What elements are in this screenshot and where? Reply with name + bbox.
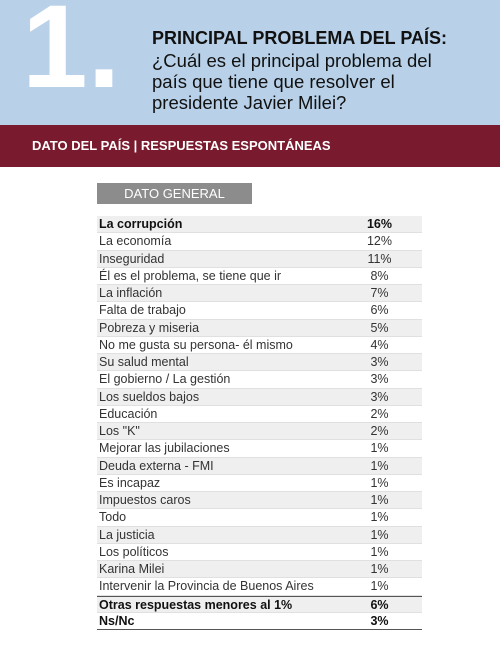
title: PRINCIPAL PROBLEMA DEL PAÍS: <box>152 28 448 48</box>
percentage: 6% <box>370 303 389 318</box>
table-label: DATO GENERAL <box>97 183 252 204</box>
table-row: La economía 12% <box>97 233 422 251</box>
answer: Los políticos <box>99 544 169 559</box>
table-row: Mejorar las jubilaciones 1% <box>97 440 422 458</box>
percentage: 5% <box>370 320 389 335</box>
table-row: Educación 2% <box>97 406 422 423</box>
answer: Falta de trabajo <box>99 303 186 318</box>
table-row: Los sueldos bajos 3% <box>97 388 422 406</box>
percentage: 1% <box>370 562 389 576</box>
table-row: Los "K" 2% <box>97 423 422 441</box>
table-row: Es incapaz 1% <box>97 475 422 492</box>
table-row: Él es el problema, se tiene que ir 8% <box>97 268 422 285</box>
answer: La economía <box>99 234 172 249</box>
table-row: Otras respuestas menores al 1% 6% <box>97 595 422 613</box>
question: ¿Cuál es el principal problema del país … <box>152 50 432 113</box>
answer: Él es el problema, se tiene que ir <box>99 268 282 283</box>
answer: Ns/Nc <box>99 613 135 628</box>
answer: La inflación <box>99 286 163 300</box>
answer: Deuda externa - FMI <box>99 458 214 473</box>
answer: Su salud mental <box>99 355 189 369</box>
percentage: 1% <box>370 510 389 525</box>
percentage: 3% <box>370 389 389 404</box>
answer: Es incapaz <box>99 475 161 490</box>
table-row: Los políticos 1% <box>97 544 422 561</box>
percentage: 2% <box>370 406 389 421</box>
answer: El gobierno / La gestión <box>99 372 231 387</box>
answer: Educación <box>99 406 158 421</box>
percentage: 1% <box>370 475 389 490</box>
percentage: 7% <box>370 286 389 300</box>
percentage: 1% <box>370 579 389 594</box>
answer: Todo <box>99 510 127 525</box>
table-row: Ns/Nc 3% <box>97 613 422 630</box>
answer: La corrupción <box>99 217 183 231</box>
answer: Intervenir la Provincia de Buenos Aires <box>99 579 314 594</box>
answer: Pobreza y miseria <box>99 320 200 335</box>
percentage: 3% <box>370 355 389 369</box>
table-row: Impuestos caros 1% <box>97 492 422 510</box>
answer: Impuestos caros <box>99 493 191 507</box>
table-row: La corrupción 16% <box>97 216 422 234</box>
table-row: La justicia 1% <box>97 526 422 544</box>
answer: Los sueldos bajos <box>99 389 200 404</box>
answer: Mejorar las jubilaciones <box>99 441 230 456</box>
percentage: 11% <box>367 251 392 266</box>
table: La corrupción 16% La economía 12% Insegurida… <box>97 216 422 630</box>
table-row: Intervenir la Provincia de Buenos Aires 1… <box>97 578 422 596</box>
percentage: 1% <box>370 544 389 559</box>
table-row: Su salud mental 3% <box>97 354 422 372</box>
section-number: 1. <box>22 0 121 113</box>
percentage: 1% <box>370 458 389 473</box>
percentage: 3% <box>370 372 389 387</box>
answer: Karina Milei <box>99 562 165 576</box>
percentage: 6% <box>370 597 389 612</box>
section-band: DATO DEL PAÍS | RESPUESTAS ESPONTÁNEAS <box>0 125 500 167</box>
table-row: Inseguridad 11% <box>97 250 422 268</box>
percentage: 1% <box>370 493 389 507</box>
table-row: Deuda externa - FMI 1% <box>97 457 422 475</box>
percentage: 8% <box>370 268 389 283</box>
answer: Inseguridad <box>99 251 165 266</box>
table-row: Pobreza y miseria 5% <box>97 319 422 337</box>
answer: La justicia <box>99 527 155 542</box>
answer: Otras respuestas menores al 1% <box>99 597 293 612</box>
answer: No me gusta su persona- él mismo <box>99 337 293 352</box>
table-row: El gobierno / La gestión 3% <box>97 371 422 389</box>
percentage: 3% <box>370 613 389 628</box>
table-row: La inflación 7% <box>97 285 422 303</box>
answer: Los "K" <box>99 424 140 438</box>
header: 1. PRINCIPAL PROBLEMA DEL PAÍS: ¿Cuál es… <box>0 0 500 125</box>
percentage: 1% <box>370 527 389 542</box>
table-row: Todo 1% <box>97 509 422 527</box>
table-row: Karina Milei 1% <box>97 561 422 579</box>
percentage: 4% <box>370 337 389 352</box>
percentage: 12% <box>366 234 393 249</box>
percentage: 16% <box>366 217 393 231</box>
percentage: 1% <box>370 441 389 456</box>
table-row: Falta de trabajo 6% <box>97 302 422 320</box>
percentage: 2% <box>370 424 389 438</box>
table-row: No me gusta su persona- él mismo 4% <box>97 337 422 354</box>
